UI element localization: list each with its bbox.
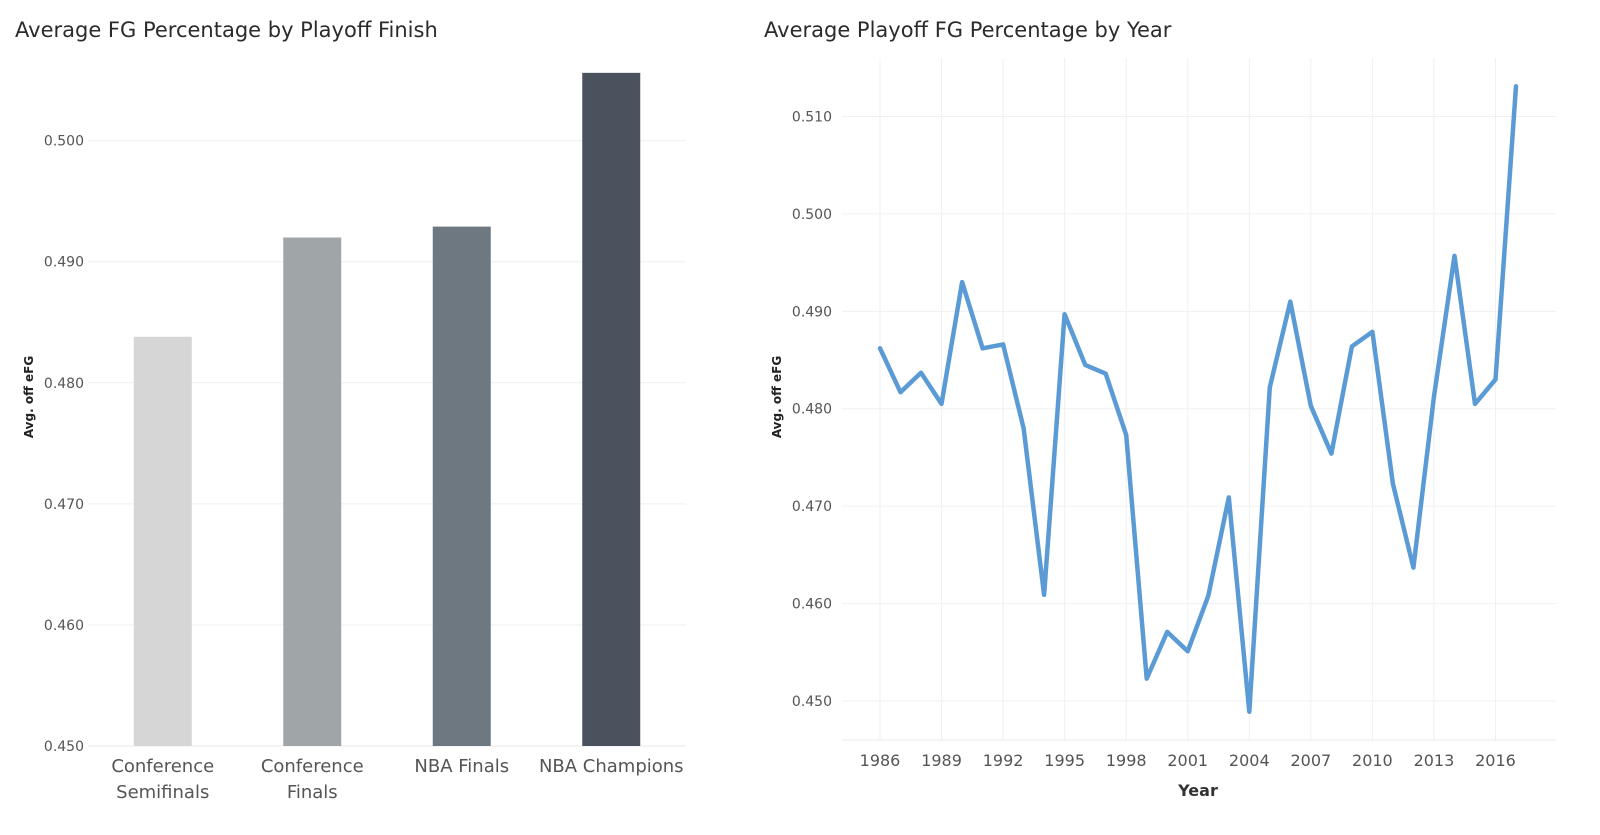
right-x-tick-label: 2001 xyxy=(1167,751,1208,770)
left-y-axis-label: Avg. off eFG xyxy=(22,356,36,438)
right-x-tick-label: 1992 xyxy=(983,751,1024,770)
left-category-label: Semifinals xyxy=(116,782,209,803)
right-x-tick-label: 1998 xyxy=(1106,751,1147,770)
right-y-tick-label: 0.500 xyxy=(792,207,832,223)
right-x-tick-label: 2004 xyxy=(1229,751,1270,770)
right-y-tick-label: 0.470 xyxy=(792,499,832,515)
right-chart-title: Average Playoff FG Percentage by Year xyxy=(764,18,1172,42)
left-y-tick-label: 0.500 xyxy=(44,134,84,150)
right-series-line xyxy=(877,84,1519,714)
left-bar xyxy=(133,336,192,746)
right-x-tick-label: 1989 xyxy=(921,751,962,770)
right-x-tick-label: 2013 xyxy=(1414,751,1455,770)
left-bar-chart: 0.450 0.460 0.470 0.480 0.490 0.500 Conference… xyxy=(22,72,686,803)
left-y-tick-label: 0.450 xyxy=(44,739,84,755)
left-y-tick-label: 0.490 xyxy=(44,255,84,271)
left-category-label: Conference xyxy=(111,756,214,777)
right-x-tick-label: 1995 xyxy=(1044,751,1085,770)
left-category-label: Conference xyxy=(261,756,364,777)
right-line-chart: 0.450 0.460 0.470 0.480 0.490 0.500 0.510 1986 1… xyxy=(770,58,1556,800)
right-x-tick-label: 1986 xyxy=(860,751,901,770)
left-bar xyxy=(283,237,342,746)
left-y-tick-label: 0.460 xyxy=(44,618,84,634)
right-y-tick-label: 0.460 xyxy=(792,597,832,613)
left-bar xyxy=(432,226,491,746)
left-category-label: Finals xyxy=(287,782,338,803)
left-y-tick-label: 0.480 xyxy=(44,376,84,392)
left-category-label: NBA Champions xyxy=(539,756,684,777)
right-y-tick-label: 0.480 xyxy=(792,402,832,418)
right-x-axis-label: Year xyxy=(1177,781,1218,800)
right-x-tick-label: 2016 xyxy=(1475,751,1516,770)
right-y-tick-label: 0.490 xyxy=(792,304,832,320)
left-bar xyxy=(582,72,641,747)
right-y-axis-label: Avg. off eFG xyxy=(770,356,784,438)
left-chart-title: Average FG Percentage by Playoff Finish xyxy=(15,18,438,42)
right-y-tick-label: 0.510 xyxy=(792,109,832,125)
right-x-tick-label: 2010 xyxy=(1352,751,1393,770)
left-category-label: NBA Finals xyxy=(414,756,509,777)
left-y-tick-label: 0.470 xyxy=(44,497,84,513)
right-x-tick-label: 2007 xyxy=(1290,751,1331,770)
right-y-tick-label: 0.450 xyxy=(792,694,832,710)
